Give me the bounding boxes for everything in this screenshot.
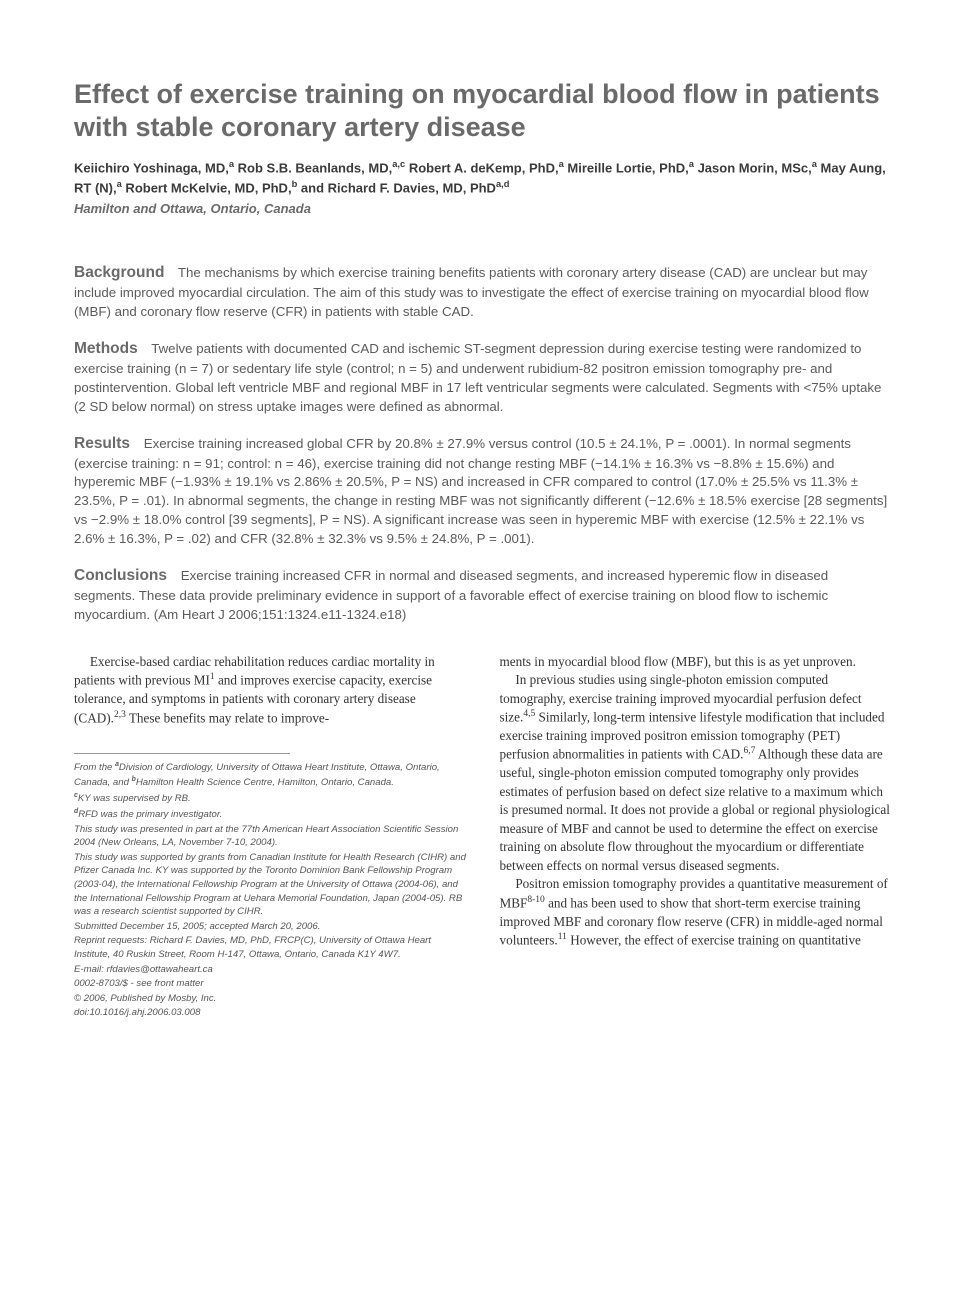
abs-text-conclusions: Exercise training increased CFR in norma… — [74, 568, 828, 622]
left-column: Exercise-based cardiac rehabilitation re… — [74, 653, 468, 1021]
footnote-line: Reprint requests: Richard F. Davies, MD,… — [74, 934, 468, 961]
footnotes: From the aDivision of Cardiology, Univer… — [74, 760, 468, 1020]
abstract-results: Results Exercise training increased glob… — [74, 433, 893, 549]
right-column: ments in myocardial blood flow (MBF), bu… — [500, 653, 894, 1021]
body-columns: Exercise-based cardiac rehabilitation re… — [74, 653, 893, 1021]
abs-head-results: Results — [74, 435, 130, 452]
abs-head-background: Background — [74, 264, 164, 281]
abstract-methods: Methods Twelve patients with documented … — [74, 338, 893, 417]
body-para-3: Positron emission tomography provides a … — [500, 875, 894, 950]
abstract-background: Background The mechanisms by which exerc… — [74, 262, 893, 322]
abs-head-conclusions: Conclusions — [74, 567, 167, 584]
abs-text-methods: Twelve patients with documented CAD and … — [74, 341, 881, 414]
body-para-2: In previous studies using single-photon … — [500, 671, 894, 875]
abs-head-methods: Methods — [74, 340, 138, 357]
footnote-line: 0002-8703/$ - see front matter — [74, 977, 468, 991]
abs-text-results: Exercise training increased global CFR b… — [74, 436, 887, 547]
footnote-rule — [74, 753, 290, 754]
author-list: Keiichiro Yoshinaga, MD,a Rob S.B. Beanl… — [74, 158, 893, 198]
abstract-conclusions: Conclusions Exercise training increased … — [74, 565, 893, 625]
body-para-cont: ments in myocardial blood flow (MBF), bu… — [500, 653, 894, 671]
body-para-1: Exercise-based cardiac rehabilitation re… — [74, 653, 468, 728]
footnote-line: This study was presented in part at the … — [74, 823, 468, 850]
article-title: Effect of exercise training on myocardia… — [74, 78, 893, 144]
footnote-line: Submitted December 15, 2005; accepted Ma… — [74, 920, 468, 934]
footnote-line: cKY was supervised by RB. — [74, 791, 468, 806]
footnote-line: doi:10.1016/j.ahj.2006.03.008 — [74, 1006, 468, 1020]
footnote-line: dRFD was the primary investigator. — [74, 807, 468, 822]
affiliation: Hamilton and Ottawa, Ontario, Canada — [74, 200, 893, 218]
footnote-line: © 2006, Published by Mosby, Inc. — [74, 992, 468, 1006]
footnote-line: E-mail: rfdavies@ottawaheart.ca — [74, 963, 468, 977]
footnote-line: From the aDivision of Cardiology, Univer… — [74, 760, 468, 790]
footnote-line: This study was supported by grants from … — [74, 851, 468, 919]
abs-text-background: The mechanisms by which exercise trainin… — [74, 265, 869, 319]
